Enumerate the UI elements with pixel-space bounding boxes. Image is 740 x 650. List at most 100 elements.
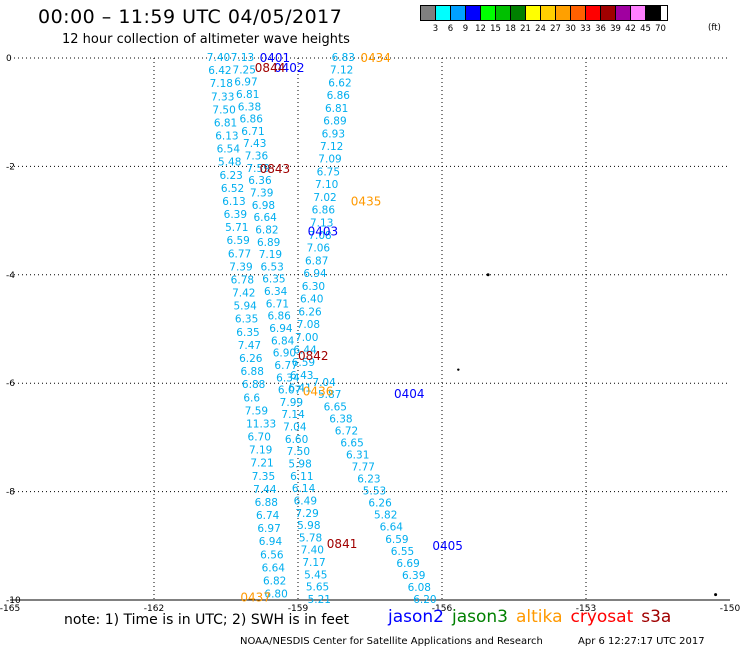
swh-value: 6.59 xyxy=(292,357,315,369)
swh-value: 6.59 xyxy=(226,235,249,247)
swh-value: 6.44 xyxy=(293,344,317,356)
swh-value: 6.35 xyxy=(236,327,259,339)
swh-value: 7.04 xyxy=(312,377,336,389)
swh-value: 6.52 xyxy=(221,183,244,195)
swh-value: 7.99 xyxy=(280,397,303,409)
swh-value: 7.59 xyxy=(247,163,270,175)
swh-value: 6.97 xyxy=(257,523,280,535)
pass-time-label: 0402 xyxy=(274,61,305,75)
legend-label: 39 xyxy=(610,24,621,34)
swh-value: 7.29 xyxy=(295,508,318,520)
legend-label: 9 xyxy=(462,24,469,34)
swh-value: 6.65 xyxy=(340,437,363,449)
legend-label: 18 xyxy=(505,24,516,34)
swh-value: 6.70 xyxy=(248,432,271,444)
pass-time-label: 0435 xyxy=(351,195,382,209)
swh-value: 7.17 xyxy=(302,557,325,569)
swh-value: 6.88 xyxy=(255,497,278,509)
y-tick-label: -2 xyxy=(6,162,15,172)
legend-swatch xyxy=(496,6,511,20)
swh-value: 7.14 xyxy=(281,409,305,421)
legend-labels: 3 6 9 12 15 18 21 24 27 30 33 36 39 42 45 70 xyxy=(428,24,668,34)
swh-value: 11.33 xyxy=(246,418,276,430)
swh-value: 7.59 xyxy=(245,405,268,417)
legend-swatch xyxy=(511,6,526,20)
swh-value: 7.19 xyxy=(259,249,282,261)
legend-label: 12 xyxy=(475,24,486,34)
pass-time-label: 0436 xyxy=(303,384,334,398)
legend-label: 30 xyxy=(565,24,576,34)
pass-time-label: 0401 xyxy=(260,51,291,65)
swh-value: 6.20 xyxy=(413,594,436,606)
legend-swatch xyxy=(601,6,616,20)
swh-value: 6.86 xyxy=(327,90,351,102)
legend-label: 33 xyxy=(580,24,591,34)
swh-value: 6.13 xyxy=(215,131,238,143)
swh-value: 6.23 xyxy=(357,474,380,486)
swh-value: 7.40 xyxy=(207,52,230,64)
swh-value: 6.90 xyxy=(273,348,296,360)
swh-value: 6.30 xyxy=(302,281,325,293)
swh-value: 7.10 xyxy=(315,179,338,191)
swh-value: 5.45 xyxy=(304,569,327,581)
swh-value: 6.86 xyxy=(240,114,264,126)
swh-value: 6.86 xyxy=(267,311,291,323)
swh-value: 6.6 xyxy=(243,392,260,404)
swh-value: 6.38 xyxy=(238,101,261,113)
swh-value: 7.36 xyxy=(245,151,269,163)
swh-value: 7.00 xyxy=(295,332,318,344)
swh-value: 6.54 xyxy=(217,144,241,156)
legend-swatch xyxy=(481,6,496,20)
swh-value: 7.50 xyxy=(287,446,310,458)
swh-value: 6.49 xyxy=(294,495,317,507)
swh-value: 5.71 xyxy=(225,222,248,234)
swh-value: 6.82 xyxy=(255,224,278,236)
swh-value: 6.35 xyxy=(235,314,258,326)
legend-swatch xyxy=(556,6,571,20)
swh-value: 6.81 xyxy=(236,89,259,101)
swh-value: 7.43 xyxy=(243,138,266,150)
swh-value: 7.35 xyxy=(252,471,275,483)
swh-value: 6.88 xyxy=(242,379,265,391)
swh-value: 6.81 xyxy=(214,117,237,129)
swh-value: 6.13 xyxy=(222,196,245,208)
x-tick-label: -150 xyxy=(720,604,740,614)
generated-timestamp: Apr 6 12:27:17 UTC 2017 xyxy=(578,636,705,647)
legend-swatch xyxy=(421,6,436,20)
swh-value: 6.97 xyxy=(234,77,257,89)
swh-value: 7.44 xyxy=(253,484,277,496)
swh-value: 6.88 xyxy=(241,366,264,378)
y-tick-label: -6 xyxy=(6,379,15,389)
swh-value: 5.98 xyxy=(297,520,320,532)
legend-swatch xyxy=(466,6,481,20)
legend-label: 27 xyxy=(550,24,561,34)
x-tick-label: -162 xyxy=(144,604,164,614)
pass-time-label: 0403 xyxy=(308,224,339,238)
swh-value: 6.64 xyxy=(253,212,277,224)
y-tick-label: -10 xyxy=(6,596,21,606)
swh-value: 6.77 xyxy=(274,360,297,372)
satellite-legend-item: jason3 xyxy=(452,607,508,627)
swh-value: 6.87 xyxy=(305,255,328,267)
swh-value: 6.53 xyxy=(260,261,283,273)
swh-value: 6.78 xyxy=(231,274,254,286)
legend-unit: (ft) xyxy=(708,23,721,33)
swh-value: 6.31 xyxy=(346,449,369,461)
swh-value: 6.34 xyxy=(276,372,300,384)
legend-swatch xyxy=(616,6,631,20)
legend-swatch xyxy=(436,6,451,20)
swh-value: 6.08 xyxy=(408,582,431,594)
swh-value: 7.06 xyxy=(307,243,331,255)
swh-value: 6.40 xyxy=(300,294,323,306)
swh-value: 6.55 xyxy=(391,546,414,558)
swh-value: 6.62 xyxy=(328,77,351,89)
pass-time-label: 0437 xyxy=(240,590,271,604)
legend-swatch xyxy=(646,6,661,20)
y-tick-label: 0 xyxy=(6,54,12,64)
legend-swatch xyxy=(586,6,601,20)
swh-value: 5.53 xyxy=(363,486,386,498)
x-tick-label: -153 xyxy=(576,604,596,614)
x-tick-label: -156 xyxy=(432,604,453,614)
swh-value: 6.74 xyxy=(256,510,280,522)
legend-label: 24 xyxy=(535,24,546,34)
